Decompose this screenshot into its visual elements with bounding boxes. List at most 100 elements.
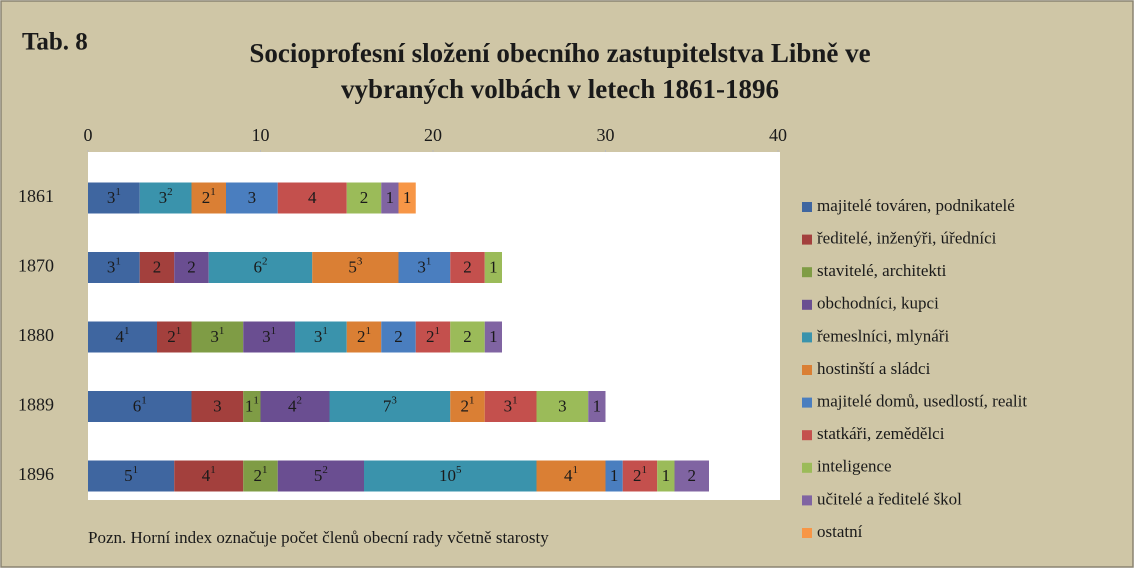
data-label-value: 6 (254, 257, 263, 276)
data-label-value: 3 (504, 396, 513, 415)
bar-segment (605, 460, 623, 492)
bar-segment (260, 391, 330, 422)
data-label-value: 3 (213, 396, 222, 415)
bar-segment (191, 391, 244, 422)
data-label: 21 (426, 325, 440, 346)
legend-label: statkáři, zemědělci (817, 424, 945, 443)
data-label-value: 2 (461, 396, 470, 415)
x-tick-label: 30 (597, 125, 615, 145)
data-label-superscript: 1 (271, 325, 277, 337)
legend-swatch (802, 528, 812, 538)
x-tick-label: 10 (252, 125, 270, 145)
data-label-superscript: 1 (642, 464, 648, 476)
data-label: 32 (159, 186, 173, 207)
data-label: 1 (386, 188, 395, 207)
data-label: 3 (558, 396, 567, 415)
data-label-value: 1 (403, 188, 412, 207)
data-label-value: 4 (308, 188, 317, 207)
data-label-value: 4 (288, 396, 297, 415)
bar-segment (398, 252, 451, 283)
data-label: 1 (489, 257, 498, 276)
data-label: 21 (357, 325, 371, 346)
data-label: 51 (124, 464, 138, 485)
data-label: 31 (210, 325, 224, 346)
data-label-value: 2 (463, 327, 472, 346)
data-label: 1 (403, 188, 412, 207)
data-label-value: 4 (202, 466, 211, 485)
data-label: 52 (314, 464, 328, 485)
data-label-value: 3 (107, 257, 116, 276)
data-label-value: 1 (489, 257, 498, 276)
y-tick-label: 1870 (18, 256, 54, 276)
data-label-value: 2 (202, 188, 211, 207)
data-label-value: 2 (463, 257, 472, 276)
data-label-value: 6 (133, 396, 142, 415)
data-label-value: 2 (167, 327, 176, 346)
data-label-value: 2 (153, 257, 162, 276)
bar-segment (674, 460, 709, 492)
data-label-superscript: 5 (456, 464, 462, 476)
bar-segment (208, 252, 313, 283)
legend-swatch (802, 234, 812, 245)
bar-segment (88, 321, 157, 353)
data-label: 53 (348, 255, 363, 276)
data-label: 31 (314, 325, 328, 346)
data-label-value: 2 (688, 466, 697, 485)
legend-label: majitelé domů, usedlostí, realit (817, 392, 1027, 411)
data-label: 3 (248, 188, 257, 207)
data-label-superscript: 1 (133, 464, 139, 476)
bar-segment (588, 391, 606, 422)
data-label-value: 2 (360, 188, 369, 207)
legend-swatch (802, 267, 812, 278)
bar-segment (139, 182, 192, 214)
bar-segment (484, 252, 502, 283)
data-label-value: 3 (417, 257, 426, 276)
data-label-superscript: 1 (262, 464, 268, 476)
data-label-superscript: 1 (366, 325, 372, 337)
bar-segment (243, 391, 261, 422)
y-tick-label: 1896 (18, 464, 54, 484)
data-label-value: 1 (489, 327, 498, 346)
data-label: 21 (254, 464, 268, 485)
bar-segment (312, 252, 399, 283)
data-label-superscript: 1 (115, 255, 121, 267)
data-label-superscript: 1 (141, 394, 147, 406)
table-tag: Tab. 8 (22, 29, 88, 56)
legend-swatch (802, 332, 812, 343)
data-label-value: 2 (394, 327, 403, 346)
legend-label: obchodníci, kupci (817, 294, 939, 313)
data-label: 41 (202, 464, 216, 485)
data-label: 41 (564, 464, 578, 485)
data-label: 31 (504, 394, 518, 415)
legend-label: hostinští a sládci (817, 359, 931, 378)
data-label-value: 1 (610, 466, 619, 485)
bar-segment (329, 391, 451, 422)
bar-segment (450, 321, 485, 353)
data-label-superscript: 1 (219, 325, 225, 337)
data-label: 73 (383, 394, 398, 415)
bar-segment (622, 460, 658, 492)
legend-label: řemeslníci, mlynáři (817, 326, 949, 345)
data-label-value: 1 (593, 396, 602, 415)
bar-segment (536, 460, 606, 492)
data-label: 2 (463, 327, 472, 346)
bar-segment (88, 182, 140, 214)
bar-segment (243, 460, 278, 492)
data-label-superscript: 1 (573, 464, 579, 476)
data-label: 41 (116, 325, 130, 346)
bar-segment (381, 182, 399, 214)
bar-segment (657, 460, 675, 492)
data-label-value: 1 (245, 396, 254, 415)
data-label: 2 (463, 257, 472, 276)
bar-segment (139, 252, 175, 283)
data-label: 1 (610, 466, 619, 485)
data-label-value: 5 (348, 257, 357, 276)
bar-segment (226, 182, 278, 214)
data-label-value: 4 (116, 327, 125, 346)
data-label: 4 (308, 188, 317, 207)
data-label: 61 (133, 394, 147, 415)
data-label: 1 (593, 396, 602, 415)
bar-segment (88, 252, 140, 283)
data-label-value: 10 (439, 466, 456, 485)
